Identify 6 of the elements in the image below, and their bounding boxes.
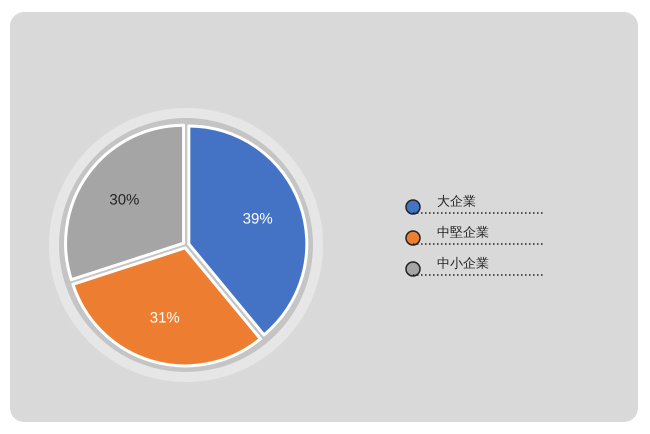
data-label: 30%	[109, 192, 140, 209]
legend-label: 大企業	[437, 194, 476, 210]
data-label: 31%	[150, 310, 180, 327]
legend-label: 中小企業	[437, 256, 489, 272]
data-label: 39%	[242, 210, 273, 228]
legend-label: 中堅企業	[437, 226, 489, 240]
